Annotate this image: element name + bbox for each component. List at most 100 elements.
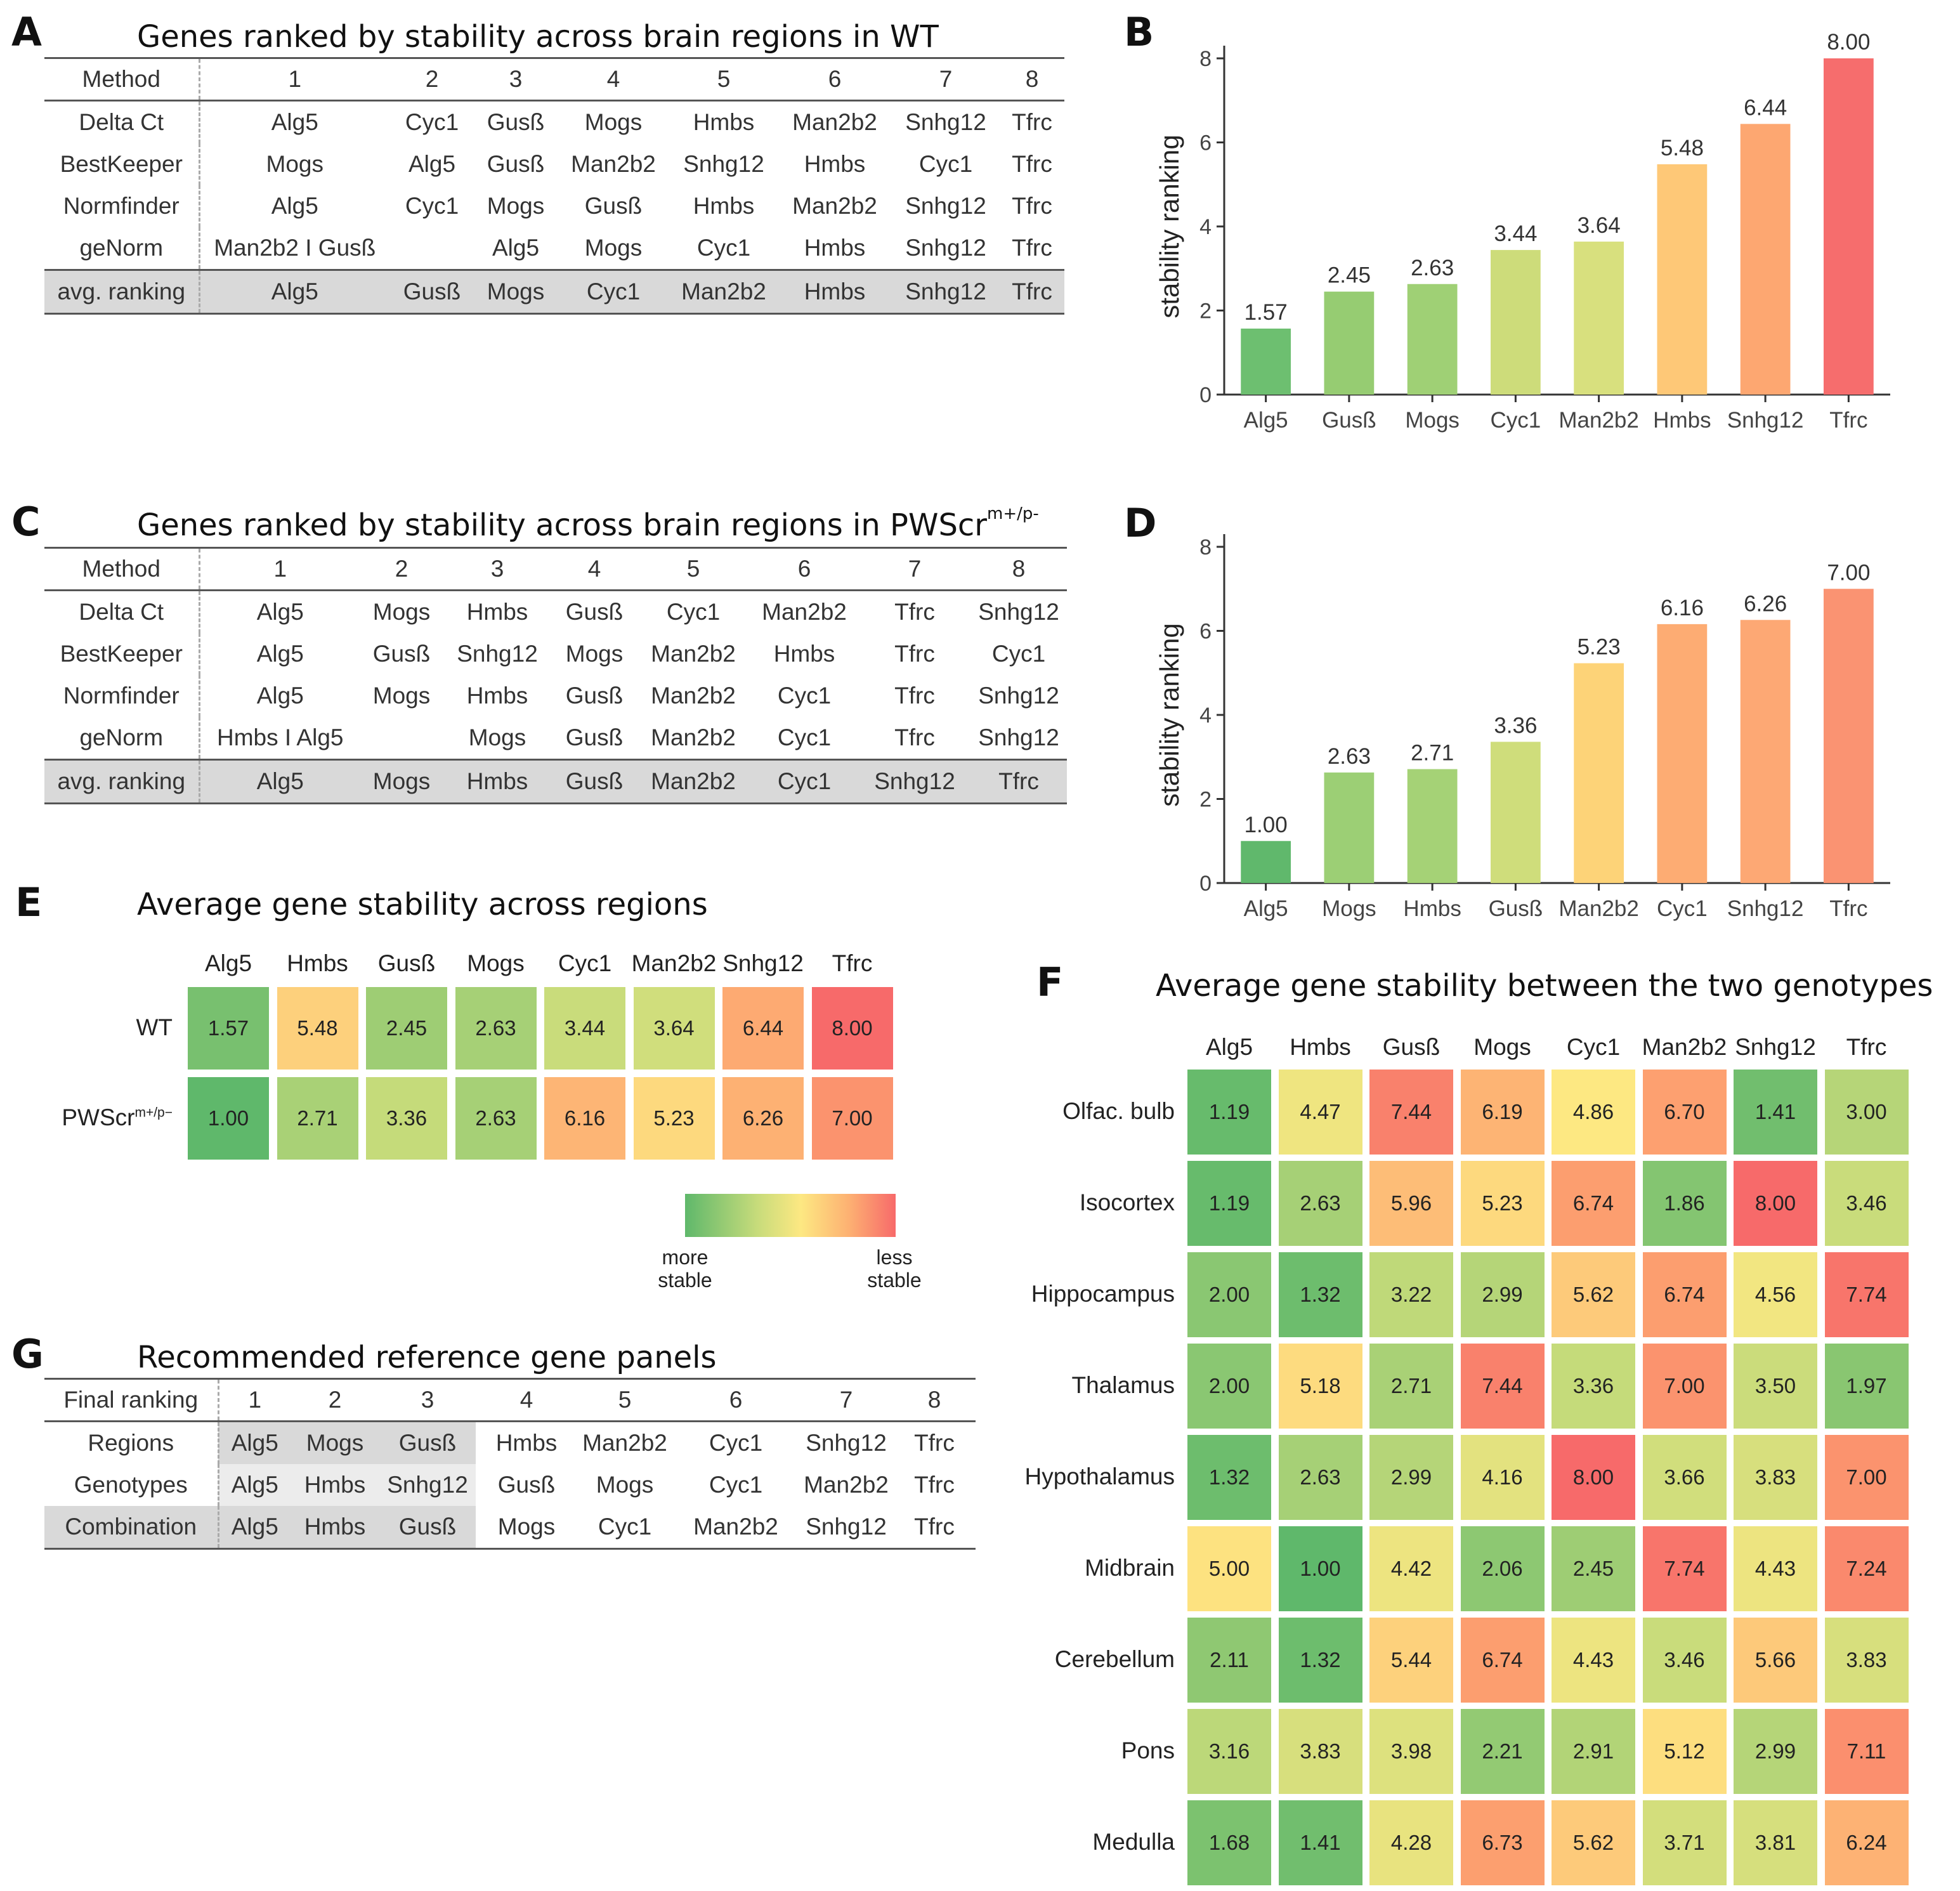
- heatmap-cell: 6.70: [1642, 1070, 1727, 1155]
- bar-value-label: 6.16: [1661, 596, 1704, 620]
- heatmap-row-label: Medulla: [1092, 1829, 1175, 1855]
- heatmap-cell: 1.57: [188, 987, 269, 1070]
- heatmap-cell: 2.63: [1278, 1161, 1362, 1246]
- table-cell: Tfrc: [1012, 235, 1052, 261]
- heatmap-cell: 3.50: [1734, 1344, 1817, 1429]
- panel-letter-b: B: [1124, 9, 1154, 55]
- panel-g-title: Recommended reference gene panels: [137, 1340, 717, 1375]
- row-label: avg. ranking: [44, 269, 200, 315]
- heatmap-cell: 7.44: [1369, 1070, 1453, 1155]
- bar-value-label: 2.63: [1411, 256, 1454, 280]
- table-cell: Alg5: [218, 1464, 291, 1506]
- y-tick-label: 0: [1199, 872, 1212, 896]
- heatmap-cell: 5.62: [1552, 1252, 1635, 1337]
- table-cell: Alg5: [492, 235, 540, 261]
- bar-value-label: 3.36: [1494, 713, 1537, 738]
- table-cell: Hmbs: [443, 759, 552, 804]
- heatmap-cell: 5.12: [1642, 1709, 1727, 1794]
- heatmap-cell: 5.62: [1552, 1800, 1635, 1885]
- legend-more-line-2: stable: [658, 1269, 712, 1292]
- table-header-cell: 7: [799, 1378, 893, 1422]
- table-cell: Cyc1: [577, 1506, 672, 1550]
- heatmap-cell: 5.48: [277, 987, 358, 1070]
- x-tick-label: Man2b2: [1558, 408, 1638, 433]
- heatmap-column-label: Man2b2: [631, 950, 717, 976]
- heatmap-cell: 2.06: [1460, 1526, 1545, 1611]
- panel-a-title: Genes ranked by stability across brain r…: [137, 19, 939, 55]
- heatmap-column-label: Cyc1: [558, 950, 612, 976]
- table-cell: Mogs: [584, 109, 643, 135]
- table-row: BestKeeper Alg5 Gusß Snhg12 Mogs Man2b2 Hmbs Tf…: [44, 633, 1067, 675]
- y-tick-label: 4: [1199, 215, 1212, 239]
- table-row: Regions Alg5 Mogs Gusß Hmbs Man2b2 Cyc1 Snhg12 T…: [44, 1421, 976, 1464]
- table-cell: Tfrc: [893, 1506, 976, 1550]
- table-cell: Hmbs: [693, 109, 755, 135]
- table-cell: Gusß: [379, 1421, 476, 1464]
- panel-letter-a: A: [11, 9, 42, 55]
- heatmap-cell: 8.00: [811, 987, 893, 1070]
- table-cell: Hmbs: [291, 1506, 379, 1550]
- table-cell: Mogs: [372, 599, 431, 625]
- heatmap-cell: 2.45: [366, 987, 447, 1070]
- row-label: Regions: [44, 1421, 219, 1464]
- bar: [1324, 772, 1375, 883]
- bar-value-label: 5.23: [1578, 635, 1621, 660]
- table-cell: Alg5: [218, 1421, 291, 1464]
- x-tick-label: Snhg12: [1727, 408, 1804, 433]
- row-label: geNorm: [44, 717, 200, 760]
- heatmap-cell: 3.83: [1278, 1709, 1362, 1794]
- table-cell: Man2b2: [582, 1430, 667, 1456]
- heatmap-column-label: Man2b2: [1642, 1034, 1727, 1060]
- table-cell: [389, 227, 474, 270]
- heatmap-cell: 5.66: [1734, 1618, 1817, 1703]
- panel-letter-g: G: [11, 1331, 44, 1377]
- row-label: Genotypes: [44, 1464, 219, 1506]
- heatmap-cell: 2.00: [1187, 1252, 1271, 1337]
- heatmap-cell: 7.11: [1824, 1709, 1909, 1794]
- heatmap-cell: 6.73: [1460, 1800, 1545, 1885]
- table-cell: Mogs: [596, 1472, 654, 1498]
- table-cell: Cyc1: [750, 759, 859, 804]
- table-cell: Tfrc: [894, 724, 935, 750]
- heatmap-cell: 5.44: [1369, 1618, 1453, 1703]
- heatmap-cell: 4.16: [1460, 1435, 1545, 1520]
- table-cell: Alg5: [199, 759, 360, 804]
- heatmap-column-label: Tfrc: [832, 950, 873, 976]
- bar-value-label: 8.00: [1827, 30, 1870, 55]
- bar: [1657, 624, 1708, 883]
- table-cell: Man2b2: [672, 1506, 799, 1550]
- table-cell: Tfrc: [1012, 109, 1052, 135]
- y-tick-label: 6: [1199, 131, 1212, 155]
- heatmap-row-label: Hypothalamus: [1024, 1463, 1175, 1489]
- heatmap-cell: 3.16: [1187, 1709, 1271, 1794]
- bar-value-label: 3.64: [1578, 213, 1621, 238]
- table-cell: Gusß: [487, 151, 545, 177]
- heatmap-cell: 4.43: [1552, 1618, 1635, 1703]
- table-header-cell: 8: [1000, 57, 1064, 101]
- heatmap-cell: 6.74: [1642, 1252, 1727, 1337]
- table-cell: Gusß: [389, 269, 474, 315]
- heatmap-cell: 3.71: [1642, 1800, 1727, 1885]
- bar: [1574, 241, 1624, 395]
- table-cell: Hmbs: [693, 193, 755, 219]
- panel-e-heatmap: Alg5 Hmbs Gusß Mogs Cyc1 Man2b2 Snhg12 Tfrc WT 1.…: [0, 945, 951, 1167]
- table-cell: Snhg12: [379, 1464, 476, 1506]
- x-tick-label: Hmbs: [1653, 408, 1711, 433]
- bar-value-label: 7.00: [1827, 560, 1870, 585]
- heatmap-cell: 2.63: [455, 987, 537, 1070]
- heatmap-column-label: Alg5: [204, 950, 252, 976]
- y-tick-label: 8: [1199, 535, 1212, 559]
- table-cell: Gusß: [565, 599, 624, 625]
- heatmap-cell: 6.74: [1552, 1161, 1635, 1246]
- bar-value-label: 3.44: [1494, 221, 1537, 246]
- heatmap-cell: 2.99: [1734, 1709, 1817, 1794]
- x-tick-label: Gusß: [1489, 896, 1543, 921]
- heatmap-cell: 2.00: [1187, 1344, 1271, 1429]
- panel-g-panels-table: Final ranking 1 2 3 4 5 6 7 8 Regions Alg5 Mogs Gusß…: [44, 1378, 976, 1550]
- table-cell: Gusß: [584, 193, 643, 219]
- table-cell: Mogs: [360, 759, 443, 804]
- table-cell: Tfrc: [894, 683, 935, 709]
- bar: [1241, 841, 1291, 883]
- x-tick-label: Gusß: [1322, 408, 1376, 433]
- table-header-cell: 4: [557, 57, 670, 101]
